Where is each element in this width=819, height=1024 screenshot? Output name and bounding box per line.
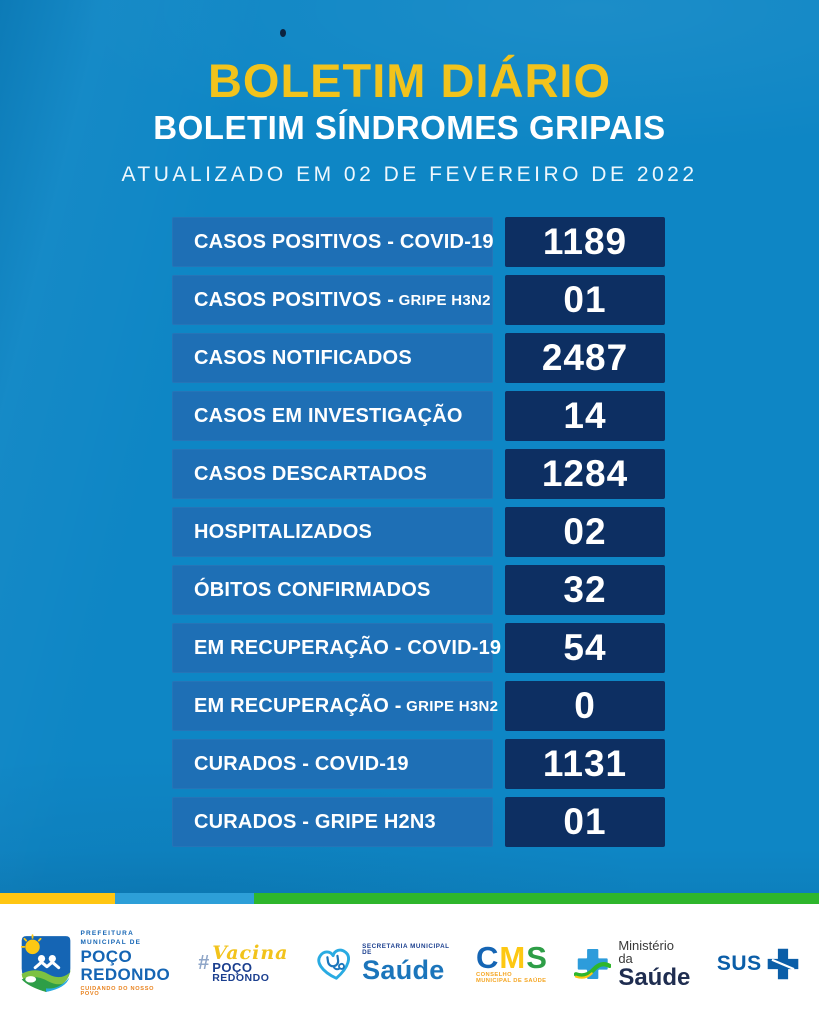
stat-row: EM RECUPERAÇÃO - GRIPE H3N2 0 xyxy=(172,681,665,731)
page-title: BOLETIM DIÁRIO xyxy=(207,54,612,107)
stat-row: CASOS DESCARTADOS 1284 xyxy=(172,449,665,499)
stat-row: ÓBITOS CONFIRMADOS 32 xyxy=(172,565,665,615)
stat-row: CASOS POSITIVOS - COVID-19 1189 xyxy=(172,217,665,267)
stat-label: CASOS EM INVESTIGAÇÃO xyxy=(172,391,493,441)
heart-stethoscope-icon xyxy=(317,948,351,980)
stat-label: CASOS POSITIVOS - COVID-19 xyxy=(172,217,494,267)
stat-value: 2487 xyxy=(505,333,665,383)
prefeitura-name-line2: REDONDO xyxy=(80,965,171,985)
stat-label: EM RECUPERAÇÃO - GRIPE H3N2 xyxy=(172,681,498,731)
logo-secretaria-saude: SECRETARIA MUNICIPAL DE Saúde xyxy=(314,942,450,986)
stat-value: 0 xyxy=(505,681,665,731)
secretaria-big-label: Saúde xyxy=(362,955,445,986)
prefeitura-text: PREFEITURA MUNICIPAL DE POÇO REDONDO CUI… xyxy=(80,930,172,998)
stripe-blue-segment xyxy=(115,893,254,904)
ministerio-small-label: Ministério da xyxy=(618,937,674,966)
prefeitura-dept-line2: MUNICIPAL DE xyxy=(80,938,142,946)
stat-label: EM RECUPERAÇÃO - COVID-19 xyxy=(172,623,501,673)
stripe-green-segment xyxy=(254,893,819,904)
cms-letter-s: S xyxy=(526,939,548,975)
secretaria-small-label: SECRETARIA MUNICIPAL DE xyxy=(362,942,450,956)
ministerio-big-label: Saúde xyxy=(618,963,691,991)
logo-vacina-poco-redondo: Vacina POÇO REDONDO xyxy=(198,941,289,985)
ink-dot xyxy=(280,29,286,37)
stat-label: ÓBITOS CONFIRMADOS xyxy=(172,565,493,615)
stat-row: HOSPITALIZADOS 02 xyxy=(172,507,665,557)
stat-value: 1189 xyxy=(505,217,665,267)
logo-sus: SUS xyxy=(717,947,800,981)
cms-letter-c: C xyxy=(475,939,500,975)
stat-row: CURADOS - GRIPE H2N3 01 xyxy=(172,797,665,847)
stat-label: CURADOS - GRIPE H2N3 xyxy=(172,797,493,847)
stat-label: CASOS DESCARTADOS xyxy=(172,449,493,499)
stat-value: 01 xyxy=(505,275,665,325)
prefeitura-slogan: CUIDANDO DO NOSSO POVO xyxy=(80,985,155,998)
stat-label: CURADOS - COVID-19 xyxy=(172,739,493,789)
ministerio-cross-icon xyxy=(573,949,612,979)
stat-row: EM RECUPERAÇÃO - COVID-19 54 xyxy=(172,623,665,673)
vacina-script-word: Vacina xyxy=(212,941,289,964)
prefeitura-name-line1: POÇO xyxy=(80,947,133,967)
vacina-name-line1: POÇO xyxy=(212,959,253,975)
cms-small-label: CONSELHO MUNICIPAL DE SAÚDE xyxy=(475,972,547,985)
stat-label: CASOS NOTIFICADOS xyxy=(172,333,493,383)
stat-value: 01 xyxy=(505,797,665,847)
cms-letter-m: M xyxy=(499,939,527,975)
logo-prefeitura-poco-redondo: PREFEITURA MUNICIPAL DE POÇO REDONDO CUI… xyxy=(19,930,172,998)
vacina-text: Vacina POÇO REDONDO xyxy=(212,941,289,985)
prefeitura-dept-line1: PREFEITURA xyxy=(80,930,134,938)
stat-row: CASOS POSITIVOS - GRIPE H3N2 01 xyxy=(172,275,665,325)
footer-logos: PREFEITURA MUNICIPAL DE POÇO REDONDO CUI… xyxy=(0,904,819,1024)
sus-label: SUS xyxy=(716,952,762,975)
stat-value: 54 xyxy=(505,623,665,673)
ministerio-text: Ministério da Saúde xyxy=(618,939,691,990)
header: BOLETIM DIÁRIO BOLETIM SÍNDROMES GRIPAIS… xyxy=(0,56,819,187)
stats-table: CASOS POSITIVOS - COVID-19 1189 CASOS POSI… xyxy=(172,217,665,855)
prefeitura-shield-icon xyxy=(21,934,71,992)
stat-row: CASOS NOTIFICADOS 2487 xyxy=(172,333,665,383)
stat-label: HOSPITALIZADOS xyxy=(172,507,493,557)
stripe-yellow-segment xyxy=(0,893,115,904)
footer-stripe xyxy=(0,893,819,904)
hashtag-icon xyxy=(198,952,209,975)
secretaria-text: SECRETARIA MUNICIPAL DE Saúde xyxy=(362,942,450,986)
updated-date: ATUALIZADO EM 02 DE FEVEREIRO DE 2022 xyxy=(121,163,698,187)
stat-label: CASOS POSITIVOS - GRIPE H3N2 xyxy=(172,275,493,325)
sus-cross-icon xyxy=(767,948,798,980)
stat-value: 02 xyxy=(505,507,665,557)
stat-value: 32 xyxy=(505,565,665,615)
footer: PREFEITURA MUNICIPAL DE POÇO REDONDO CUI… xyxy=(0,893,819,1024)
logo-ministerio-saude: Ministério da Saúde xyxy=(573,939,691,990)
stat-row: CASOS EM INVESTIGAÇÃO 14 xyxy=(172,391,665,441)
stat-row: CURADOS - COVID-19 1131 xyxy=(172,739,665,789)
vacina-name-line2: REDONDO xyxy=(212,972,270,985)
page-subtitle: BOLETIM SÍNDROMES GRIPAIS xyxy=(153,109,666,147)
stat-value: 1131 xyxy=(505,739,665,789)
cms-letters: CMS xyxy=(476,942,548,973)
stat-value: 1284 xyxy=(505,449,665,499)
logo-cms: CMS CONSELHO MUNICIPAL DE SAÚDE xyxy=(475,942,548,985)
stat-value: 14 xyxy=(505,391,665,441)
